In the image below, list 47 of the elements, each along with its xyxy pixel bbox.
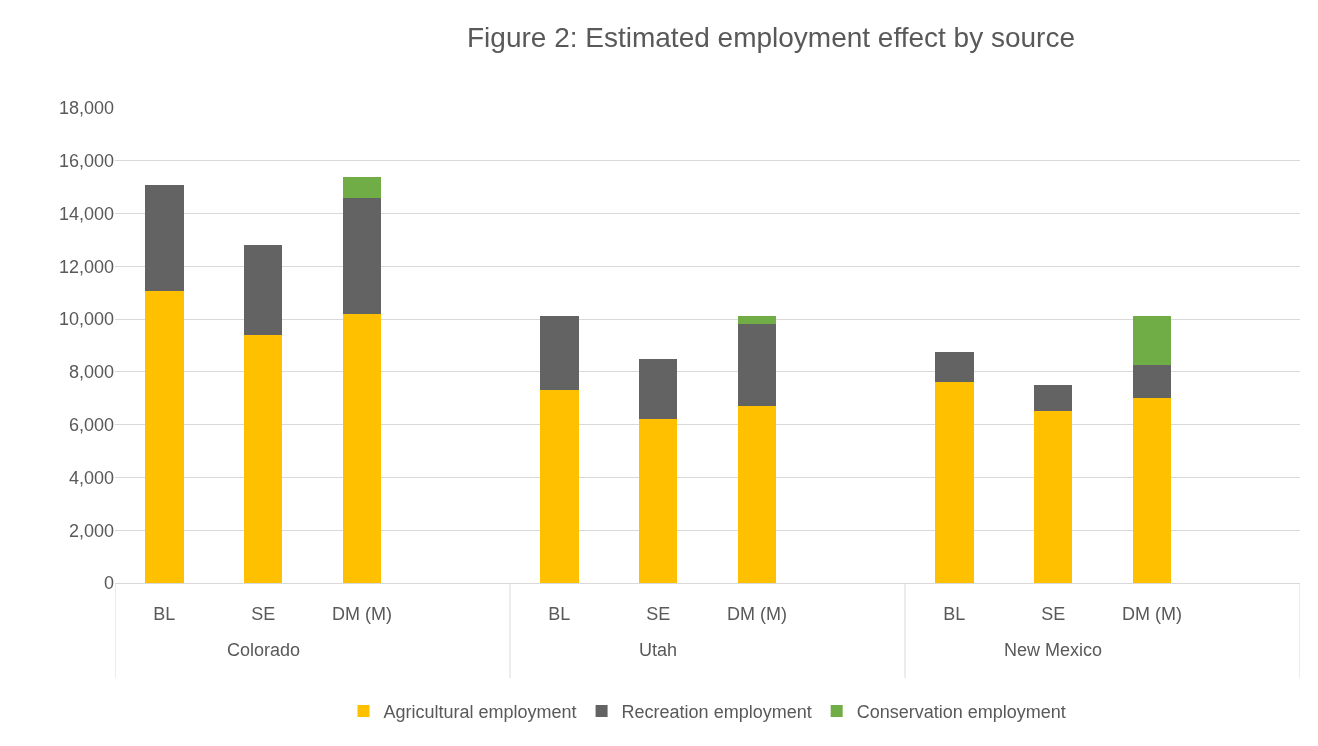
bar <box>342 197 382 314</box>
bar <box>1033 385 1073 412</box>
y-tick-label: 6,000 <box>68 414 114 435</box>
x-tick-label: DM (M) <box>726 603 787 624</box>
chart-title: Figure 2: Estimated employment effect by source <box>467 22 1076 54</box>
bar <box>638 419 678 583</box>
x-tick-label: BL <box>548 603 571 624</box>
bar <box>638 358 678 420</box>
bar <box>737 406 777 583</box>
bar <box>145 184 184 292</box>
bar <box>342 176 382 198</box>
x-tick-label: BL <box>943 603 966 624</box>
bar <box>1132 398 1172 583</box>
y-tick-label: 18,000 <box>58 98 114 119</box>
bar <box>1132 316 1172 366</box>
y-tick-label: 8,000 <box>68 362 114 383</box>
x-tick-label: DM (M) <box>1121 603 1182 624</box>
y-tick-label: 12,000 <box>58 256 114 277</box>
text: Colorado <box>227 640 301 660</box>
y-tick-label: 14,000 <box>58 203 114 224</box>
x-tick-label: SE <box>251 603 276 624</box>
bar <box>1033 411 1073 583</box>
bar <box>342 313 382 583</box>
x-tick-label: SE <box>1041 603 1066 624</box>
text: New Mexico <box>1004 640 1103 660</box>
x-tick-label: BL <box>153 603 176 624</box>
y-tick-label: 0 <box>103 573 114 594</box>
legend-label: Recreation employment <box>621 701 812 722</box>
y-tick-label: 16,000 <box>58 151 114 172</box>
bar <box>935 382 974 583</box>
bar <box>243 334 283 583</box>
legend-label: Agricultural employment <box>383 701 577 722</box>
bar <box>737 316 777 325</box>
bar <box>737 324 777 407</box>
bar <box>540 316 579 391</box>
x-tick-label: DM (M) <box>331 603 392 624</box>
bar <box>1132 365 1172 399</box>
legend-label: Conservation employment <box>856 701 1066 722</box>
y-tick-label: 4,000 <box>68 467 114 488</box>
y-tick-label: 10,000 <box>58 309 114 330</box>
bar <box>145 291 184 583</box>
bar <box>243 245 283 335</box>
bar <box>540 390 579 583</box>
text: Utah <box>639 640 678 660</box>
x-tick-label: SE <box>646 603 671 624</box>
y-tick-label: 2,000 <box>68 520 114 541</box>
bar <box>935 352 974 383</box>
